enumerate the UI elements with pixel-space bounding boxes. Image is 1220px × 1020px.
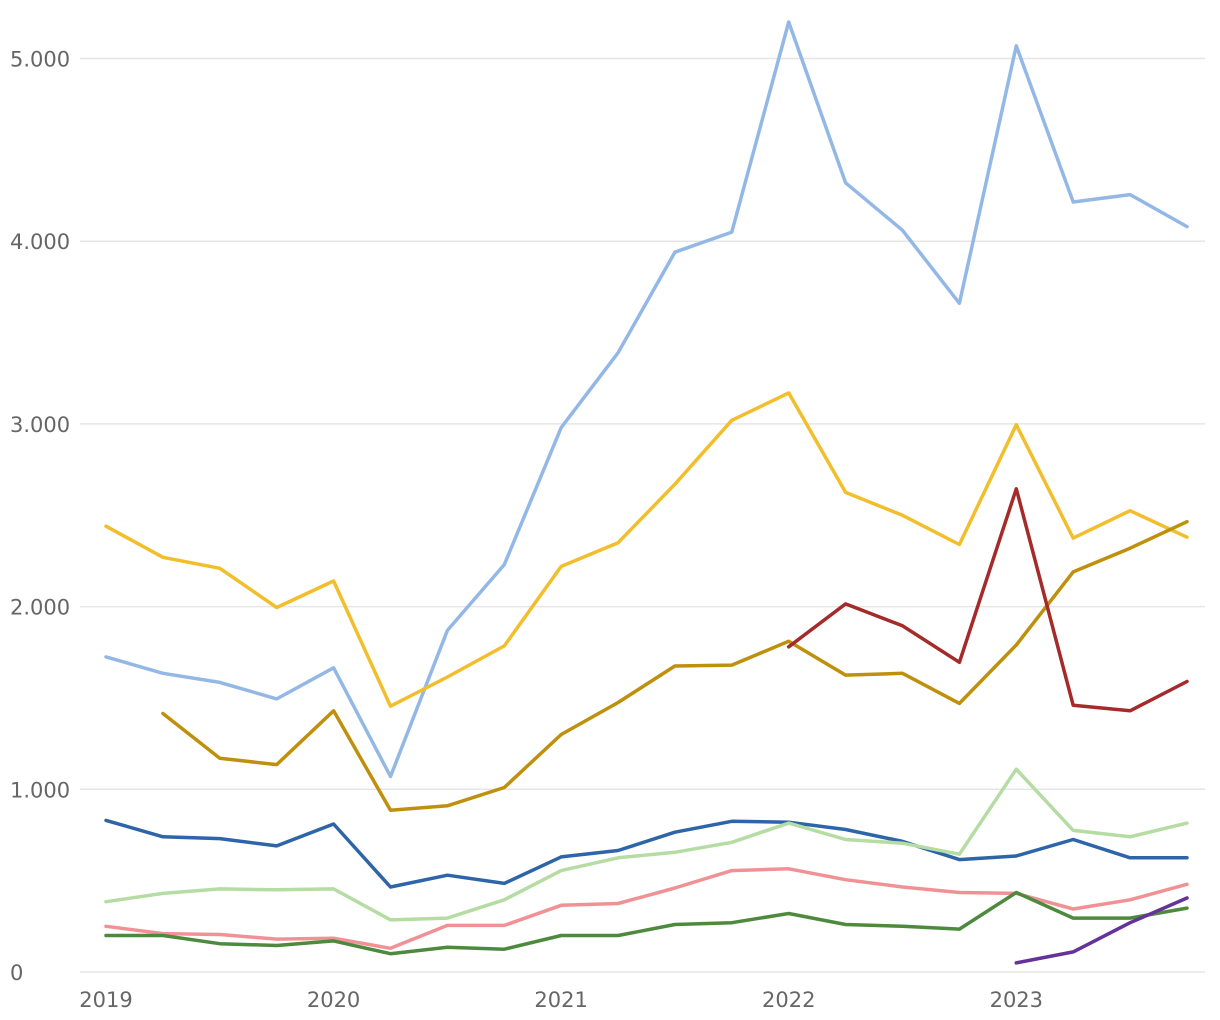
y-tick-label: 4.000 bbox=[10, 230, 70, 254]
x-axis-tick-labels: 2019 2020 2021 2022 2023 bbox=[79, 988, 1043, 1012]
series-line-7 bbox=[104, 867, 1189, 951]
y-tick-label: 3.000 bbox=[10, 413, 70, 437]
series-line-5 bbox=[104, 818, 1189, 889]
x-tick-label: 2021 bbox=[534, 988, 587, 1012]
series-lines bbox=[104, 20, 1189, 965]
y-tick-label: 1.000 bbox=[10, 778, 70, 802]
grid-lines bbox=[80, 57, 1205, 973]
series-line-8 bbox=[104, 890, 1189, 956]
y-tick-label: 2.000 bbox=[10, 596, 70, 620]
x-tick-label: 2023 bbox=[990, 988, 1043, 1012]
x-tick-label: 2022 bbox=[762, 988, 815, 1012]
series-line-3 bbox=[161, 519, 1189, 813]
x-tick-label: 2019 bbox=[79, 988, 132, 1012]
y-tick-label: 0 bbox=[10, 961, 23, 985]
y-tick-label: 5.000 bbox=[10, 48, 70, 72]
x-tick-label: 2020 bbox=[307, 988, 360, 1012]
y-axis-tick-labels: 0 1.000 2.000 3.000 4.000 5.000 bbox=[10, 48, 70, 985]
series-line-6 bbox=[104, 767, 1189, 922]
series-line-1 bbox=[104, 20, 1189, 779]
series-line-9 bbox=[1014, 896, 1189, 965]
series-line-2 bbox=[104, 391, 1189, 708]
series-line-4 bbox=[786, 487, 1189, 713]
